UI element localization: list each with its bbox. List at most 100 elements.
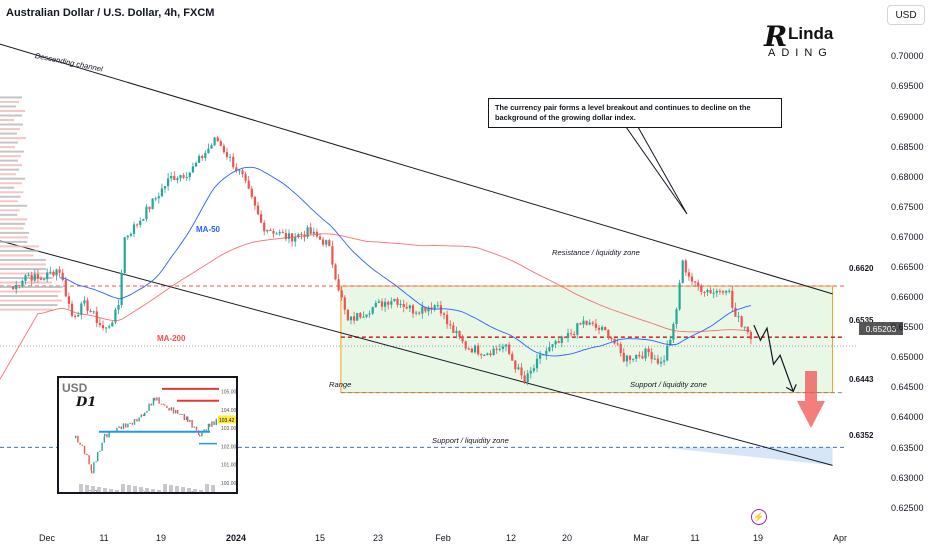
candle-body [154,198,157,200]
candle-body [114,309,117,323]
inset-volume-bar [115,490,119,492]
inset-candle [118,426,120,428]
candle-body [328,240,331,247]
inset-candle [91,470,93,474]
volume-profile-bar [0,191,24,194]
down-arrow-icon [797,371,825,428]
volume-profile-bar [0,258,46,261]
candle-body [167,178,170,187]
candle-body [222,145,226,153]
candle-body [641,356,644,359]
candle-body [89,310,92,313]
currency-button[interactable]: USD [887,5,925,25]
candle-body [52,271,55,276]
candle-body [275,233,278,235]
usd-index-inset: 105.00 104.00 103.00 102.00 101.00 100.00 2024… [57,376,238,494]
inset-volume-bar [133,486,137,492]
x-tick-label: Dec [38,533,56,543]
candle-body [148,206,151,210]
support-label-lower: Support / liquidity zone [432,436,509,445]
candle-body [709,290,712,294]
volume-profile-bar [0,204,28,207]
inset-candle [75,435,77,439]
candle-body [411,305,415,314]
candle-body [61,272,64,280]
volume-profile-bar [0,105,17,108]
volume-profile-bar [0,137,27,140]
candle-body [306,227,309,237]
inset-candle [172,407,175,414]
volume-profile-bar [0,146,16,149]
candle-body [204,153,207,159]
inset-y-tick: 102.00 [221,444,237,450]
candle-body [225,152,229,158]
callout-pointer [625,126,688,215]
candle-body [489,353,492,356]
x-tick-label: 23 [372,533,384,543]
candle-body [182,175,185,178]
y-tick-label: 0.65500 [891,322,924,333]
volume-profile-bar [0,100,20,103]
brand-logo: R Linda ADING [764,20,864,66]
candle-body [529,370,532,374]
inset-candle [146,410,148,413]
inset-timeframe: D1 [76,395,97,410]
candle-body [697,282,700,287]
inset-volume-bar [169,485,173,492]
candle-body [526,373,529,383]
inset-volume-bar [163,484,167,492]
inset-candle [152,397,155,406]
lightning-icon[interactable]: ⚡ [751,509,767,525]
inset-candle [131,422,133,425]
x-tick-label: 2024 [225,533,247,543]
candle-body [365,314,368,317]
candle-body [12,286,15,290]
inset-volume-bar [145,488,149,492]
candle-body [721,291,725,293]
candle-body [43,279,46,281]
inset-candle [103,436,105,443]
volume-profile-bar [0,304,58,307]
candle-body [501,346,505,349]
inset-candle [199,435,201,437]
candle-body [70,303,74,316]
volume-profile-bar [0,173,17,176]
chart-title: Australian Dollar / U.S. Dollar, 4h, FXC… [6,7,215,19]
candle-body [15,284,18,290]
inset-candle [150,403,152,406]
inset-candle [108,431,110,438]
candle-body [98,323,102,326]
candle-body [678,282,681,310]
x-tick-label: 11 [690,533,700,543]
inset-candle [122,423,125,430]
candle-body [256,205,260,215]
candle-body [666,345,669,361]
x-tick-label: 11 [99,533,109,543]
candle-body [539,354,542,359]
candle-body [49,271,52,273]
y-tick-label: 0.69000 [891,111,924,122]
inset-candle [193,426,195,428]
candle-body [656,358,660,364]
inset-candle [77,435,79,443]
volume-profile-bar [0,263,47,266]
candle-body [477,345,480,355]
candle-body [687,272,691,277]
candle-body [101,325,105,329]
candle-body [24,275,27,281]
candle-body [582,320,585,325]
candle-body [647,348,650,353]
candle-body [712,292,715,294]
inset-candle [160,403,162,405]
candle-body [126,235,129,238]
support-zone-fill [662,447,833,466]
inset-candle [203,429,205,433]
y-tick-label: 0.69500 [891,81,924,92]
candle-body [635,354,638,359]
candle-body [483,355,486,357]
inset-candle [213,421,215,426]
volume-profile-bar [0,295,58,298]
candle-body [458,331,461,337]
candle-body [67,296,71,304]
